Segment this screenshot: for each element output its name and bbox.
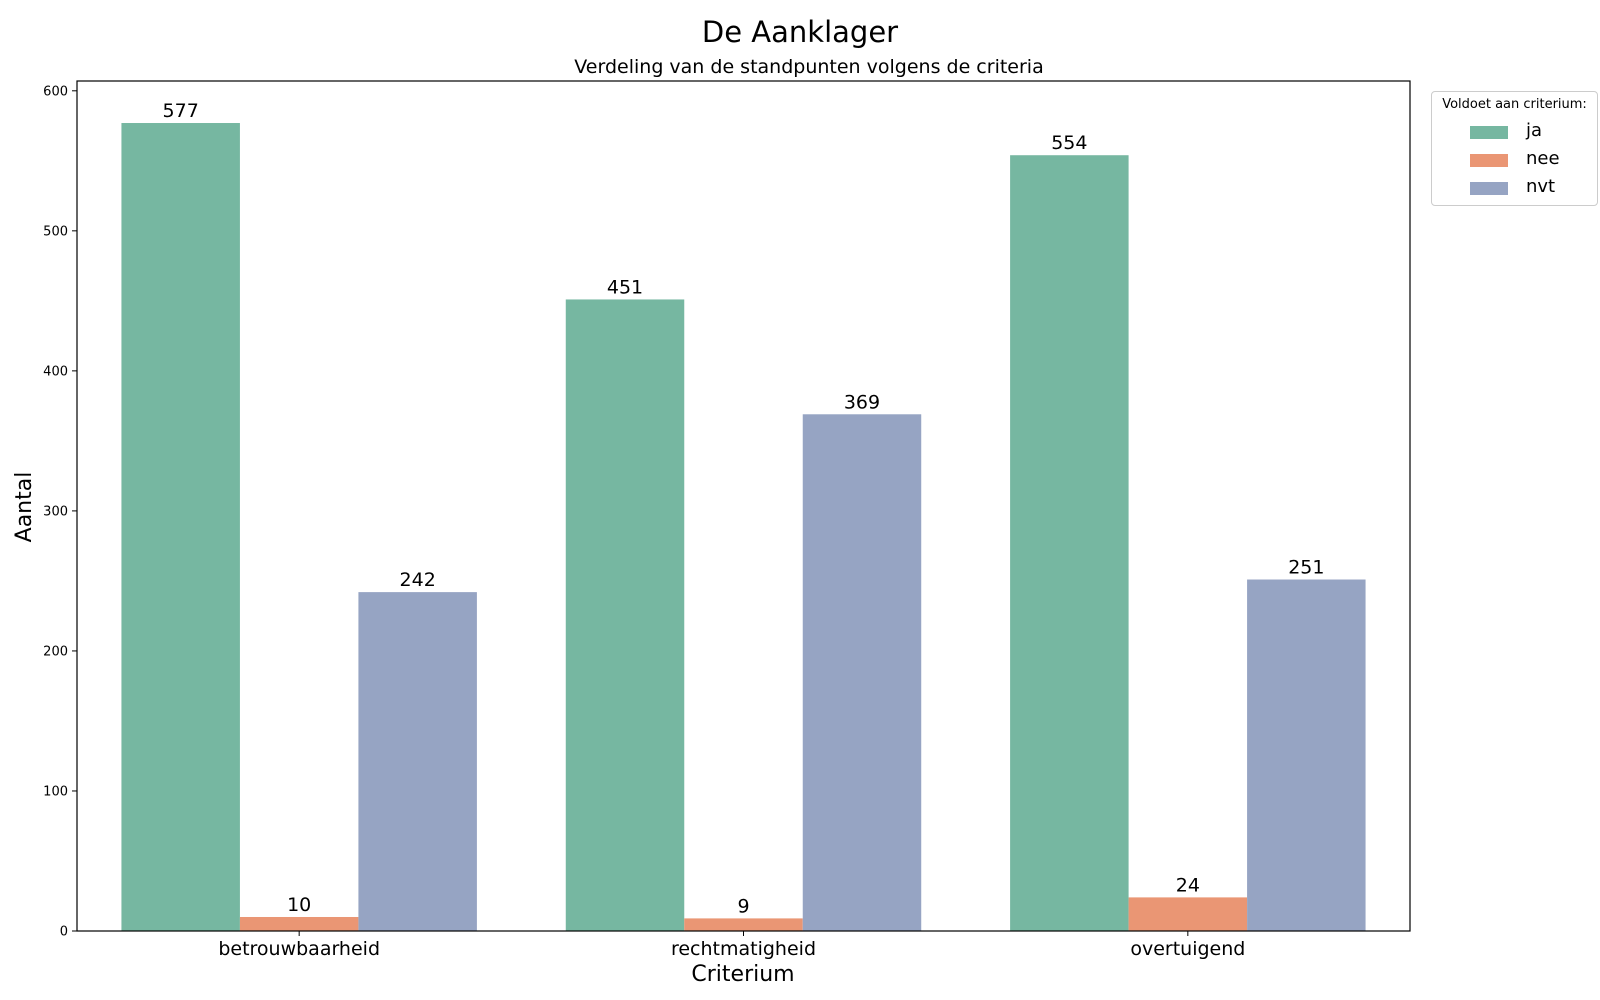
legend-swatch-ja: [1470, 126, 1508, 139]
y-tick-label: 100: [43, 784, 68, 799]
x-axis: betrouwbaarheid rechtmatigheid overtuigend: [218, 931, 1245, 960]
chart-title: De Aanklager: [702, 15, 898, 49]
y-tick-label: 400: [43, 364, 68, 379]
data-label-ja-overtuigend: 554: [1051, 132, 1087, 154]
legend-label-nvt: nvt: [1526, 176, 1556, 197]
legend: Voldoet aan criterium: ja nee nvt: [1431, 91, 1598, 206]
bar-nee-overtuigend: [1128, 897, 1248, 931]
plot-frame: [76, 80, 1411, 932]
data-label-nee-rechtmatigheid: 9: [737, 895, 749, 917]
legend-label-nee: nee: [1526, 148, 1560, 169]
y-tick-label: 500: [43, 224, 68, 239]
legend-swatch-nvt: [1470, 182, 1508, 195]
x-axis-label: Criterium: [691, 962, 794, 987]
data-label-nee-betrouwbaarheid: 10: [287, 894, 311, 916]
data-label-nee-overtuigend: 24: [1176, 874, 1200, 896]
y-axis: 0 100 200 300 400 500 600: [43, 84, 77, 940]
y-tick-label: 600: [43, 84, 68, 99]
data-label-nvt-rechtmatigheid: 369: [844, 391, 880, 413]
bar-ja-overtuigend: [1010, 155, 1129, 931]
chart-subtitle: Verdeling van de standpunten volgens de …: [574, 56, 1043, 78]
y-tick-label: 0: [60, 925, 68, 940]
bar-nee-betrouwbaarheid: [239, 916, 359, 931]
y-axis-label: Aantal: [12, 472, 37, 543]
x-tick-label: rechtmatigheid: [671, 938, 816, 960]
legend-title: Voldoet aan criterium:: [1442, 97, 1587, 112]
bar-ja-rechtmatigheid: [565, 299, 685, 931]
y-tick-label: 300: [43, 504, 68, 519]
bar-nee-rechtmatigheid: [684, 918, 803, 931]
bar-nvt-betrouwbaarheid: [358, 592, 477, 931]
y-tick-label: 200: [43, 644, 68, 659]
data-label-nvt-betrouwbaarheid: 242: [400, 569, 436, 591]
bar-nvt-rechtmatigheid: [802, 414, 922, 931]
x-tick-label: betrouwbaarheid: [218, 938, 380, 960]
bar-ja-betrouwbaarheid: [121, 123, 240, 931]
data-label-nvt-overtuigend: 251: [1288, 557, 1324, 579]
legend-label-ja: ja: [1526, 120, 1543, 141]
data-label-ja-betrouwbaarheid: 577: [163, 100, 199, 122]
bars-group: [121, 123, 1366, 931]
bar-nvt-overtuigend: [1247, 579, 1366, 931]
data-label-ja-rechtmatigheid: 451: [607, 276, 643, 298]
legend-swatch-nee: [1470, 154, 1508, 167]
x-tick-label: overtuigend: [1130, 938, 1245, 960]
data-labels-group: 577 10 242 451 9 369 554 24 251: [163, 100, 1325, 917]
